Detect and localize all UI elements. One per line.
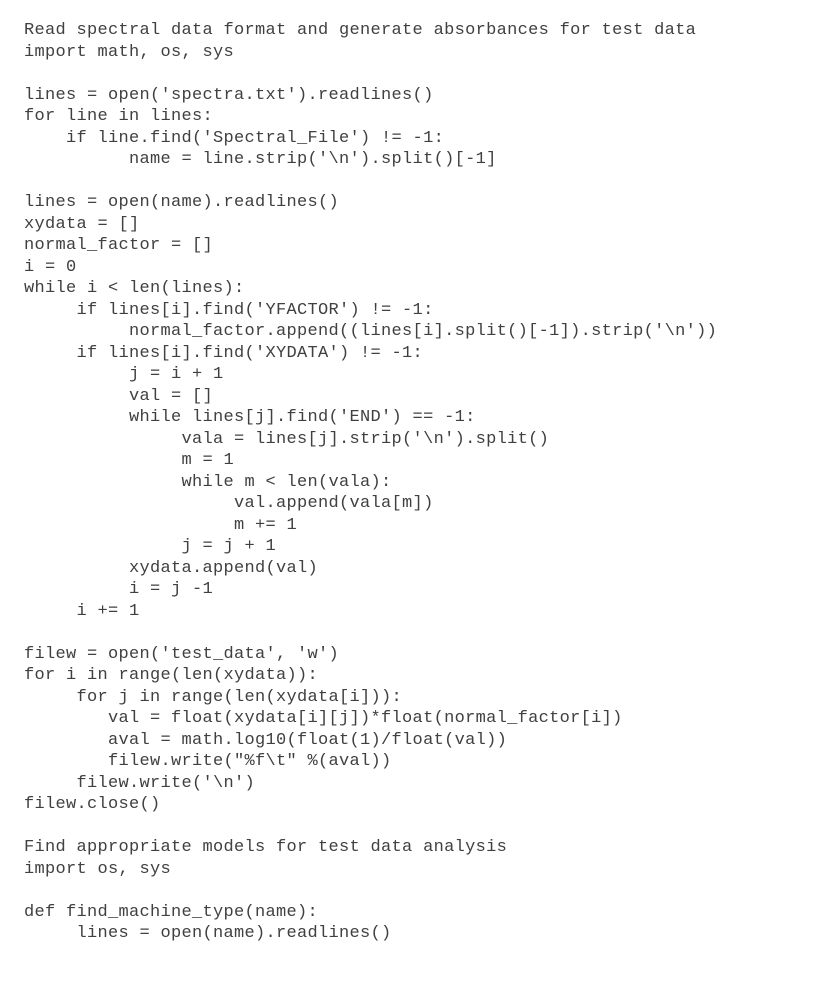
code-listing: Read spectral data format and generate a… (24, 20, 816, 945)
